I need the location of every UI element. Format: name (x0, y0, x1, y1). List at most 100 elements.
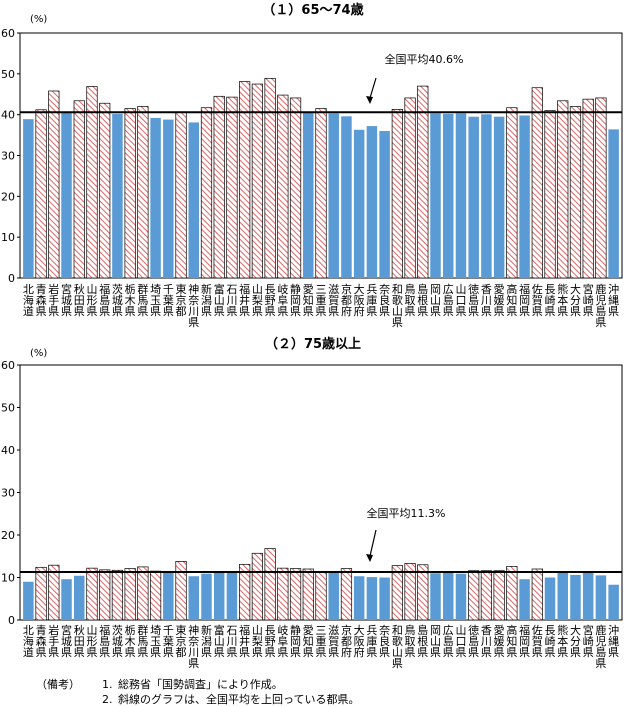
bar-2-27 (353, 576, 365, 620)
bar-2-40 (519, 579, 530, 620)
x-tick-label: 山形県 (86, 624, 97, 659)
bar-1-35 (455, 113, 467, 278)
x-tick-label: 沖縄県 (608, 624, 619, 659)
bar-1-19 (251, 83, 263, 279)
bar-2-39 (506, 566, 518, 621)
bar-2-23 (302, 568, 314, 621)
x-tick-label: 大阪府 (354, 282, 365, 318)
x-tick-label: 三重県 (316, 283, 327, 318)
bar-2-20 (264, 548, 276, 621)
chart-2-title: （２）75歳以上 (265, 336, 361, 352)
bar-2-11 (149, 570, 162, 621)
x-tick-label: 熊本県 (557, 282, 568, 318)
x-tick-label: 長野県 (265, 624, 276, 659)
bar-2-3 (48, 564, 60, 621)
x-tick-label: 福岡県 (519, 623, 530, 659)
bar-2-33 (430, 573, 441, 620)
average-arrow-1 (369, 77, 377, 99)
bar-2-43 (557, 572, 568, 620)
bar-1-32 (417, 85, 429, 279)
x-tick-label: 山梨県 (252, 283, 263, 318)
bar-1-21 (277, 94, 289, 279)
bar-1-3 (48, 90, 60, 279)
bar-2-34 (442, 572, 454, 620)
x-tick-label: 宮城県 (61, 282, 72, 318)
x-tick-label: 富山県 (214, 282, 225, 318)
bar-1-47 (608, 129, 619, 278)
x-tick-label: 茨城県 (112, 623, 123, 659)
x-tick-label: 東京都 (176, 283, 187, 318)
x-tick-label: 秋田県 (74, 623, 85, 659)
x-tick-label: 徳島県 (468, 624, 479, 659)
y-tick-label: 10 (1, 231, 15, 244)
bar-1-41 (531, 87, 543, 279)
bar-2-10 (137, 566, 149, 621)
average-arrowhead-1 (366, 96, 373, 104)
y-tick-label: 20 (1, 190, 15, 203)
x-tick-label: 福井県 (239, 282, 250, 318)
x-tick-label: 和歌山県 (392, 283, 403, 329)
x-tick-label: 兵庫県 (366, 283, 377, 318)
bar-2-41 (531, 568, 543, 621)
x-tick-label: 神奈川県 (188, 623, 199, 670)
bar-2-5 (74, 575, 85, 620)
bar-1-10 (137, 106, 149, 279)
y-tick-label: 0 (8, 272, 15, 285)
bar-1-39 (506, 107, 518, 279)
x-tick-label: 香川県 (481, 283, 492, 318)
note-1-number: 1. (102, 678, 113, 691)
bar-1-33 (430, 113, 441, 278)
x-tick-label: 新潟県 (201, 282, 212, 318)
bar-1-44 (569, 106, 582, 279)
x-tick-label: 岩手県 (48, 623, 59, 659)
y-tick-label: 50 (1, 402, 15, 415)
bar-1-2 (35, 109, 47, 279)
x-tick-label: 福井県 (239, 623, 250, 659)
bar-2-38 (493, 570, 505, 621)
x-tick-label: 北海道 (23, 283, 34, 318)
bar-2-36 (468, 570, 480, 621)
bar-2-44 (570, 574, 581, 620)
bar-1-16 (213, 95, 225, 279)
x-tick-label: 和歌山県 (392, 624, 403, 670)
notes-label: （備考） (36, 678, 80, 691)
x-tick-label: 宮崎県 (583, 623, 594, 659)
x-tick-label: 熊本県 (557, 623, 568, 659)
bar-1-18 (239, 81, 251, 279)
bar-1-26 (341, 116, 352, 278)
x-tick-label: 兵庫県 (366, 624, 377, 659)
bar-1-11 (150, 117, 161, 279)
x-tick-label: 京都府 (341, 623, 352, 659)
x-tick-label: 静岡県 (290, 282, 301, 318)
bar-1-9 (124, 108, 136, 279)
x-tick-label: 栃木県 (125, 623, 136, 659)
bar-1-14 (188, 122, 200, 279)
bar-1-31 (404, 97, 416, 279)
average-arrowhead-2 (366, 554, 373, 562)
x-tick-label: 青森県 (36, 283, 47, 318)
x-tick-label: 沖縄県 (608, 283, 619, 318)
bar-2-46 (595, 575, 607, 621)
bar-2-30 (391, 565, 403, 621)
x-tick-label: 大分県 (570, 623, 581, 659)
bar-1-1 (23, 119, 34, 278)
x-tick-label: 群馬県 (137, 282, 148, 318)
bar-2-18 (239, 563, 251, 621)
x-tick-label: 長崎県 (545, 283, 556, 318)
bar-1-7 (99, 102, 111, 279)
x-tick-label: 長野県 (265, 283, 276, 318)
bar-1-13 (175, 111, 187, 279)
x-tick-label: 高知県 (506, 623, 517, 659)
x-tick-label: 広島県 (443, 283, 454, 318)
x-tick-label: 福島県 (99, 623, 110, 659)
bar-1-23 (303, 113, 314, 278)
bar-2-31 (404, 563, 416, 621)
x-tick-label: 愛知県 (303, 283, 314, 318)
x-tick-label: 石川県 (226, 283, 237, 318)
bar-1-40 (519, 115, 530, 278)
bar-2-16 (213, 571, 225, 620)
y-tick-label: 40 (1, 444, 15, 457)
x-tick-label: 奈良県 (379, 282, 390, 318)
chart-1-title: （１）65～74歳 (262, 2, 363, 18)
bar-2-9 (124, 568, 136, 621)
